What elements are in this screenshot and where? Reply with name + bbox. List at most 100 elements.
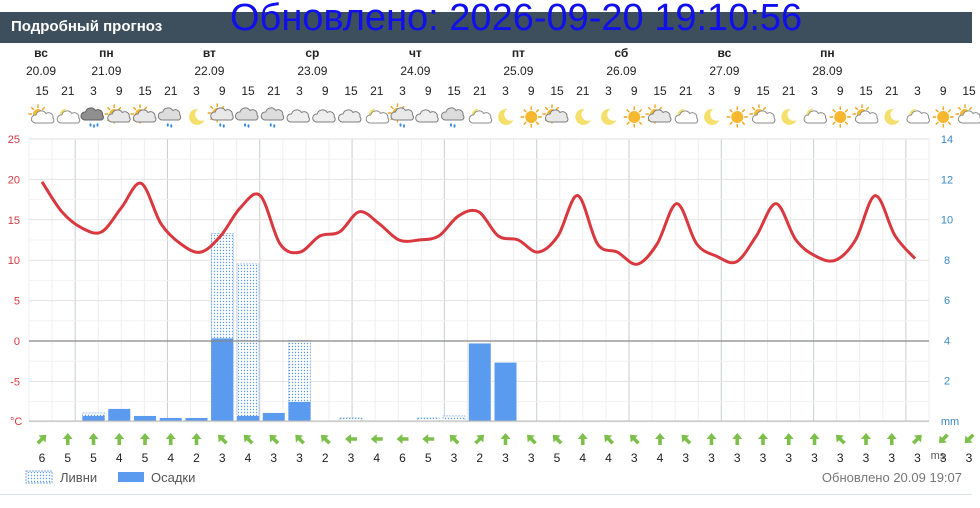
cloud-shape [56,110,81,124]
hour-label: 21 [576,84,590,98]
hour-label: 9 [322,84,329,98]
wind-arrow [114,433,125,445]
sun-ray [947,121,952,125]
cloudy-sun-icon [104,104,131,124]
day-date: 28.09 [812,64,842,78]
sun-disc [834,111,847,123]
rain-icon [235,107,259,128]
wind-arrow-shape [732,433,743,445]
wind-arrow-shape [36,434,47,445]
rain-drop [170,124,173,128]
wind-arrow [140,433,150,445]
wind-speed-label: 3 [888,451,895,465]
sun-ray [935,109,939,113]
wind-speed-label: 3 [940,451,947,465]
wind-arrow-shape [474,434,484,445]
day-name: пн [820,46,835,60]
hour-label: 15 [859,84,873,98]
rain-drop [399,123,402,127]
wind-arrow [295,434,306,445]
wind-speed-label: 4 [605,451,612,465]
cloud-shape [468,110,493,124]
sun-ray [132,106,137,111]
clear-night-icon [884,108,900,125]
rain-icon [260,107,285,128]
day-date: 26.09 [606,64,636,78]
rain-drop [222,124,225,128]
wind-arrow-shape [269,434,280,445]
cloud-shape [803,110,827,124]
cloud-shape [365,110,390,124]
legend-precip-swatch [118,472,144,482]
cloud-shape [80,107,104,121]
sun-rays [520,106,542,128]
wind-arrow-shape [836,434,846,445]
temp-tick-label: 0 [14,336,20,348]
sunny-icon [726,106,748,128]
wind-speed-label: 3 [502,451,509,465]
wind-arrow-shape [939,433,949,444]
clear-night-icon [575,108,591,125]
hour-label: 21 [267,84,281,98]
hour-label: 21 [61,84,75,98]
wind-arrow [345,434,357,444]
sun-ray [555,106,560,111]
sun-ray [390,105,394,110]
weather-icons-row [28,103,980,128]
legend-showers-swatch [25,470,53,484]
overlay-timestamp: Обновлено: 2026-09-20 19:10:56 [230,0,803,39]
wind-arrow-shape [604,434,615,445]
moon-shape [601,108,617,125]
precip-tick-label: 8 [944,255,950,267]
rain-drop [273,124,276,128]
cloud-shape [260,107,285,121]
legend-precip-label: Осадки [151,470,195,485]
hour-label: 15 [962,84,976,98]
hour-label: 3 [811,84,818,98]
partly-cloudy-day-icon [852,104,879,124]
rain-drop [244,123,246,127]
wind-arrow [62,433,73,445]
sun-rays [829,106,851,128]
wind-speed-label: 3 [451,451,458,465]
partly-cloudy-day-icon [28,104,55,124]
hour-label: 15 [756,84,770,98]
wind-speed-label: 3 [734,451,741,465]
cloud-shape [752,110,776,124]
wind-arrow-shape [886,433,897,445]
cloudy-icon [338,109,362,123]
hour-label: 9 [219,84,226,98]
wind-speed-label: 5 [425,451,432,465]
sunny-icon [829,106,851,128]
hour-label: 3 [502,84,509,98]
temp-tick-label: -5 [10,376,20,388]
wind-speed-label: 5 [64,451,71,465]
cloudy-sun-icon [542,104,569,124]
precip-bar [159,417,182,421]
hour-label: 21 [679,84,693,98]
cloud-shape [133,109,157,123]
temp-tick-label: 20 [8,174,20,186]
cloud-shape [855,110,879,124]
wind-arrow [964,433,975,444]
wind-speed-label: 2 [193,451,200,465]
wind-arrow-shape [295,434,306,445]
precip-tick-label: 4 [944,335,950,347]
wind-arrow [243,434,254,445]
rain-drop [166,123,169,127]
temp-tick-label: 15 [8,215,20,227]
wind-speed-label: 2 [322,451,329,465]
wind-arrow [370,434,383,444]
wind-speed-label: 3 [966,451,973,465]
hour-label: 3 [605,84,612,98]
wind-arrow-shape [140,433,150,445]
wind-arrow [861,433,871,445]
wind-arrow-shape [165,433,176,445]
wind-arrow-shape [527,434,537,445]
wind-arrow [474,434,484,445]
wind-speed-label: 4 [579,451,586,465]
rain-drop [89,123,92,127]
wind-speed-label: 4 [245,451,252,465]
hour-label: 9 [940,84,947,98]
partly-cloudy-day-icon [749,104,776,124]
